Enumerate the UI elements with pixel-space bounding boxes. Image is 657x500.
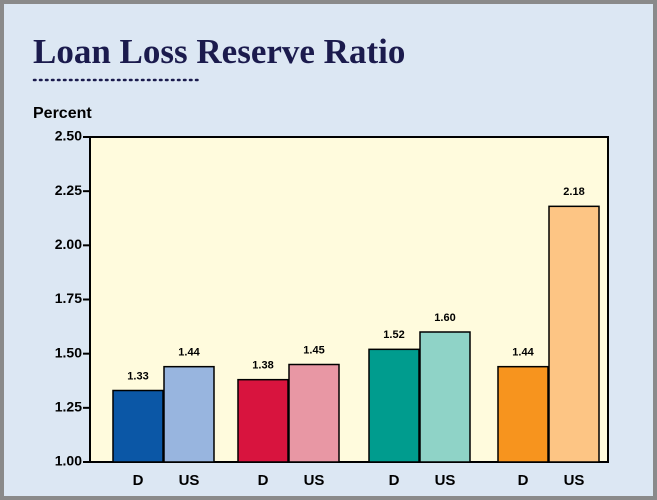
y-tick-label: 1.75 (55, 290, 82, 306)
x-tick-label: US (304, 472, 325, 489)
y-tick-label: 2.50 (55, 128, 82, 144)
bar (419, 331, 471, 463)
y-tick-label: 1.25 (55, 399, 82, 415)
value-label: 2.18 (563, 186, 584, 198)
bar (497, 365, 549, 463)
bar (548, 205, 600, 463)
value-label: 1.44 (512, 347, 534, 359)
value-label: 1.38 (252, 360, 273, 372)
x-tick-label: D (133, 472, 144, 489)
bar (368, 348, 420, 463)
value-label: 1.45 (303, 344, 324, 356)
y-tick-label: 2.25 (55, 182, 82, 198)
x-tick-label: D (389, 472, 400, 489)
y-tick-label: 1.00 (55, 453, 82, 469)
y-axis-label: Percent (33, 105, 92, 122)
value-label: 1.33 (127, 370, 148, 382)
bar (288, 363, 340, 463)
x-tick-label: US (435, 472, 456, 489)
x-tick-label: D (258, 472, 269, 489)
bar (112, 389, 164, 463)
x-tick-label: US (564, 472, 585, 489)
x-tick-label: D (518, 472, 529, 489)
value-label: 1.44 (178, 347, 200, 359)
y-tick-label: 2.00 (55, 236, 82, 252)
y-tick-label: 1.50 (55, 344, 82, 360)
chart-title: Loan Loss Reserve Ratio (33, 32, 405, 71)
bar (237, 378, 289, 463)
value-label: 1.52 (383, 329, 404, 341)
bar (163, 365, 215, 463)
x-tick-label: US (179, 472, 200, 489)
value-label: 1.60 (434, 312, 455, 324)
